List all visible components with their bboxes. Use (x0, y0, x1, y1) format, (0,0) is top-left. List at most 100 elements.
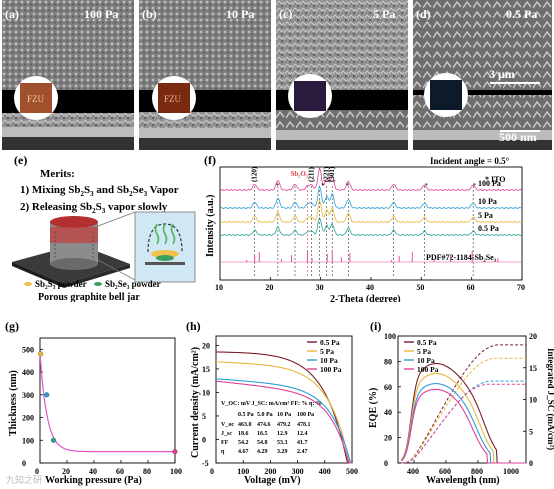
h-legend-label: 5 Pa (320, 347, 334, 356)
chart-f-xrd: (f) Incident angle = 0.5° * ITO Intensit… (204, 153, 525, 302)
sem-panel-a (2, 0, 134, 150)
sem-image-a (2, 0, 134, 150)
merit-1: 1) Mixing Sb2S3 and Sb2Se3 Vapor (20, 184, 179, 198)
h-table-cell: 4.29 (257, 449, 268, 455)
f-trace-0_5Pa (219, 216, 523, 236)
h-xtick-label: 300 (292, 467, 304, 476)
f-trace-100Pa (219, 166, 523, 191)
f-peak-label: (221) (323, 166, 331, 182)
i-xtick-label: 1000 (503, 467, 519, 476)
f-ito-marker: * (346, 182, 350, 190)
h-legend-label: 100 Pa (320, 365, 342, 374)
panel-label-a: (a) (5, 7, 19, 21)
pressure-label-a: 100 Pa (84, 7, 118, 21)
h-curve-1 (216, 361, 352, 464)
i-legend-label: 10 Pa (417, 356, 435, 365)
f-series-label: 0.5 Pa (478, 224, 499, 233)
h-table-cell: V_oc (221, 422, 234, 428)
i-legend-label: 5 Pa (417, 347, 431, 356)
chart-f-xlabel: 2-Theta (degree) (330, 294, 401, 302)
f-xtick-label: 40 (366, 283, 374, 292)
chart-f-annotation: Incident angle = 0.5° (430, 156, 510, 166)
i-ytick-label: 40 (384, 408, 392, 417)
h-table-cell: 16.5 (257, 431, 268, 437)
f-trace-10Pa (219, 185, 523, 209)
h-table-cell: 463.0 (238, 422, 252, 428)
g-xtick-label: 20 (62, 467, 70, 476)
panel-label-g: (g) (5, 319, 19, 333)
chart-g-ylabel: Thickness (nm) (8, 370, 19, 436)
panel-label-i: (i) (370, 319, 381, 333)
sb2s3-swatch (24, 282, 32, 286)
f-xtick-label: 60 (467, 283, 475, 292)
h-xtick-label: 500 (346, 467, 358, 476)
scale-bottom-label: 500 nm (499, 130, 537, 144)
sem-panel-d (413, 0, 552, 150)
sem-panel-b (139, 0, 271, 150)
i-legend-label: 100 Pa (417, 365, 439, 374)
h-table-cell: 54.2 (238, 440, 249, 446)
i-jsc-curve-1 (401, 357, 526, 464)
g-xtick-label: 80 (143, 467, 151, 476)
h-table-cell: 53.3 (277, 440, 288, 446)
h-table-cell: J_sc (221, 431, 232, 437)
g-xtick-label: 40 (89, 467, 97, 476)
sample-logo-b: FZU (164, 94, 182, 104)
i-xtick-label: 800 (471, 467, 483, 476)
i-jsc-curve-0 (401, 344, 526, 464)
h-table-cell: 41.7 (297, 440, 308, 446)
g-ytick-label: 100 (22, 436, 34, 445)
panel-label-f: (f) (204, 153, 216, 167)
i-ytick-label: 100 (384, 332, 396, 341)
i-y2tick-label: 10 (529, 396, 537, 405)
i-ytick-label: 0 (384, 459, 388, 468)
g-point (44, 392, 50, 398)
h-ytick-label: 5 (202, 412, 206, 421)
f-ito-marker: * (321, 182, 325, 190)
sem-image-c (276, 0, 408, 150)
i-jsc-curve-2 (401, 380, 526, 464)
g-point (172, 449, 178, 455)
i-ytick-label: 20 (384, 434, 392, 443)
g-ytick-label: 0 (22, 459, 26, 468)
f-peak-label: (120) (251, 166, 259, 182)
chart-h-jv: (h) Current density (mA/cm²) Voltage (mV… (186, 319, 358, 486)
g-xtick-label: 100 (170, 467, 182, 476)
f-xtick-label: 70 (517, 283, 525, 292)
legend-sb2se3: Sb₂Se₃ powder (105, 279, 161, 289)
i-y2tick-label: 20 (529, 332, 537, 341)
f-sb2o3-label: Sb₂O₃ (290, 170, 307, 178)
f-ito-marker: * (424, 182, 428, 190)
chart-i-y2label: Integrated J_SC (mA/cm²) (546, 348, 554, 450)
h-table-cell: 4.67 (238, 449, 249, 455)
pressure-label-c: 5 Pa (373, 7, 395, 21)
h-ytick-label: 10 (202, 388, 210, 397)
h-ytick-label: -5 (202, 459, 209, 468)
h-xtick-label: 0 (210, 467, 214, 476)
f-xtick-label: 30 (316, 283, 324, 292)
chart-i-xlabel: Wavelength (nm) (426, 475, 500, 486)
panel-label-e: (e) (14, 153, 27, 167)
zoom-inset (134, 211, 196, 283)
panel-label-h: (h) (186, 319, 201, 333)
sem-panel-c (276, 0, 408, 150)
g-xtick-label: 60 (116, 467, 124, 476)
i-eqe-curve-3 (400, 388, 526, 464)
h-ytick-label: 20 (202, 341, 210, 350)
h-table-col: 5.0 Pa (257, 412, 273, 418)
sample-photo-a: FZU (14, 76, 58, 120)
h-table-cell: 474.6 (257, 422, 271, 428)
h-curve-2 (215, 378, 352, 464)
h-xtick-label: 400 (319, 467, 331, 476)
legend-sb2s3: Sb₂S₃ powder (35, 279, 87, 289)
pressure-label-d: 0.5 Pa (506, 7, 537, 21)
g-xtick-label: 0 (35, 467, 39, 476)
i-legend-label: 0.5 Pa (417, 338, 437, 347)
chart-h-xlabel: Voltage (mV) (244, 475, 301, 486)
chart-f-frame (219, 166, 523, 281)
bell-jar (50, 216, 98, 270)
h-table-cell: FF (221, 440, 229, 446)
f-series-label: 100 Pa (478, 179, 501, 188)
chart-g-xlabel: Working pressure (Pa) (45, 475, 142, 486)
i-eqe-curve-1 (400, 373, 526, 464)
